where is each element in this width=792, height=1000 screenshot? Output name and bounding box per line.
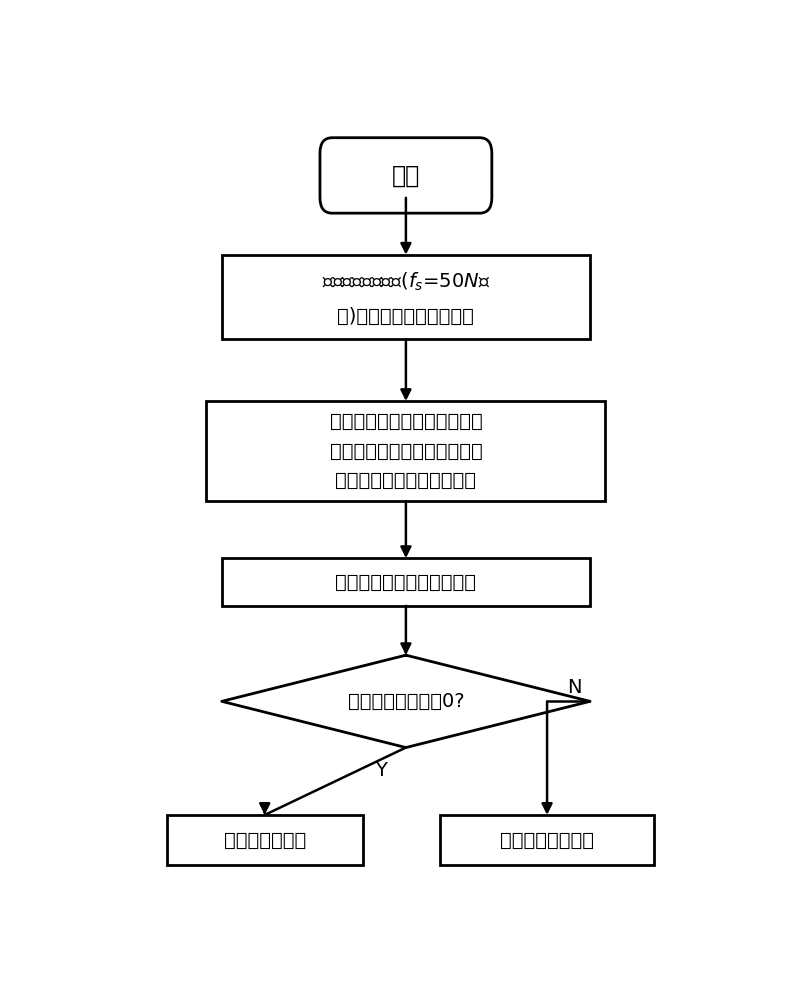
Text: 开始: 开始	[392, 163, 420, 187]
Bar	[440, 815, 654, 865]
Bar	[222, 255, 590, 339]
Text: 兹)对变压器差动电流采样: 兹)对变压器差动电流采样	[337, 307, 474, 326]
Text: 期的数据形成新的数据序列: 期的数据形成新的数据序列	[335, 471, 477, 490]
FancyBboxPatch shape	[320, 138, 492, 213]
Bar	[222, 558, 590, 606]
Text: 对采样数据先做差分运算，再: 对采样数据先做差分运算，再	[329, 412, 482, 431]
Bar	[166, 815, 363, 865]
Text: 判定不为励磁涌流: 判定不为励磁涌流	[500, 830, 594, 849]
Text: 计算此数据序列的偏态系数: 计算此数据序列的偏态系数	[335, 572, 477, 591]
Text: 以设定的采样频率($f_s$=50$N$赫: 以设定的采样频率($f_s$=50$N$赫	[322, 271, 490, 293]
Text: N: N	[567, 678, 582, 697]
Bar	[207, 401, 605, 501]
Text: 取绝对值，最后取最新一个周: 取绝对值，最后取最新一个周	[329, 442, 482, 461]
Text: Y: Y	[375, 761, 387, 780]
Text: 偏态系数是否大于0?: 偏态系数是否大于0?	[348, 692, 464, 711]
Text: 判定为励磁涌流: 判定为励磁涌流	[223, 830, 306, 849]
